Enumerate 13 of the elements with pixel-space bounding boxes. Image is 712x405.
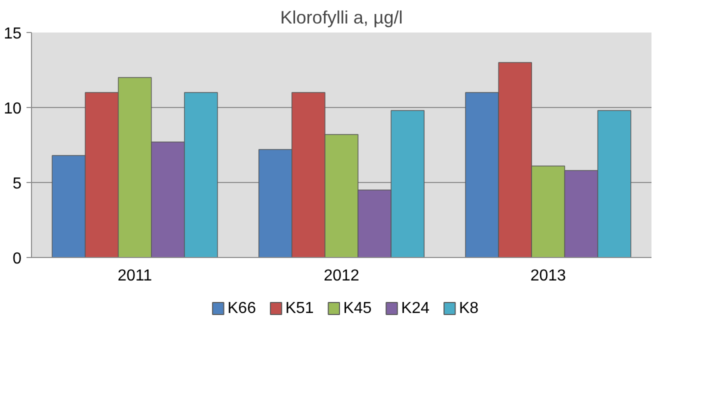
y-tick-label: 15 [4,26,22,42]
legend-label: K66 [228,300,256,317]
legend-label: K51 [285,300,314,317]
y-tick-label: 10 [4,100,22,118]
chart-title: Klorofylli a, µg/l [280,8,403,28]
x-tick-label: 2013 [530,268,566,284]
y-tick-label: 0 [12,250,22,268]
legend-label: K8 [458,300,479,317]
x-tick-label: 2011 [118,268,152,284]
legend-label: K24 [401,300,430,317]
legend-label: K45 [343,300,372,317]
y-tick-label: 5 [12,176,22,192]
x-tick-label: 2012 [324,268,360,284]
